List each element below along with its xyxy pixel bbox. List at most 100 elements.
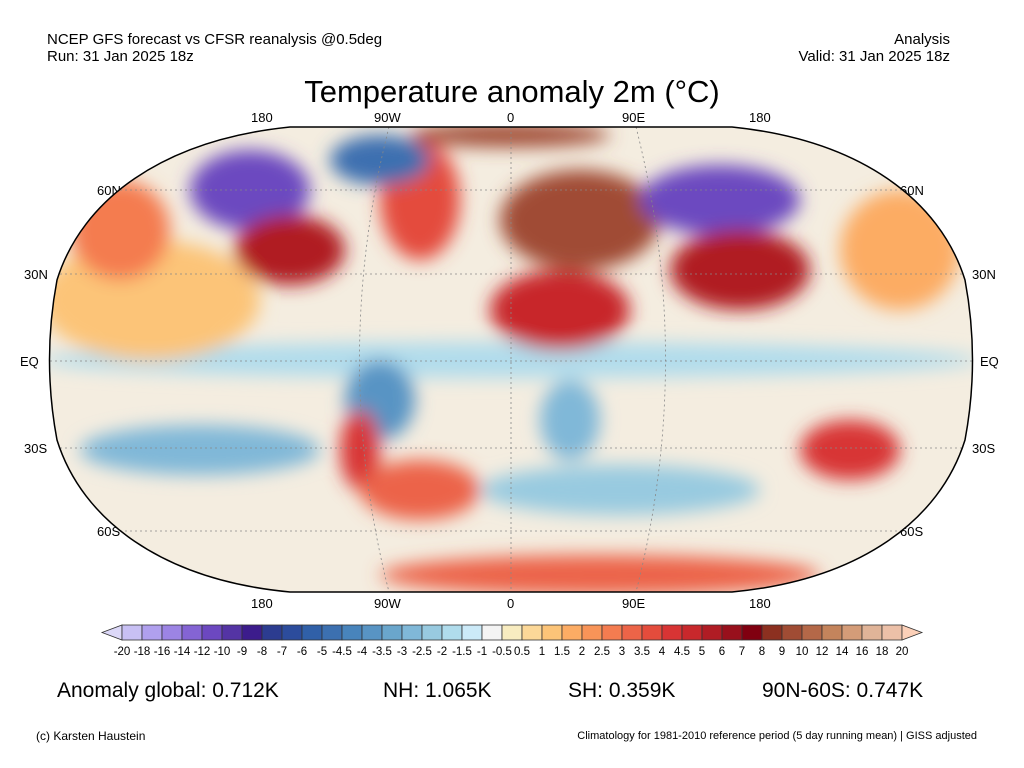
colorbar-tick-label: 10 — [795, 646, 809, 658]
colorbar-tick-label: -3 — [396, 646, 408, 658]
colorbar-tick-label: 2.5 — [594, 646, 610, 658]
colorbar-swatch — [461, 624, 483, 641]
colorbar-swatch — [121, 624, 143, 641]
colorbar-swatch — [781, 624, 803, 641]
lon-label-bottom: 180 — [251, 596, 273, 611]
lat-label-left: 30S — [24, 441, 48, 456]
colorbar-swatch — [761, 624, 783, 641]
colorbar-tick-label: -4.5 — [332, 646, 352, 658]
colorbar-tick-label: -3.5 — [372, 646, 392, 658]
colorbar-swatch — [441, 624, 463, 641]
colorbar-tick-label: -20 — [113, 646, 131, 658]
colorbar-swatch — [401, 624, 423, 641]
colorbar-tick-label: -9 — [236, 646, 248, 658]
colorbar-swatch — [601, 624, 623, 641]
lon-label-bottom: 0 — [507, 596, 515, 611]
colorbar-tick-label: -18 — [133, 646, 151, 658]
header-model: NCEP GFS forecast vs CFSR reanalysis @0.… — [47, 31, 383, 48]
lon-label-bottom: 180 — [749, 596, 771, 611]
colorbar-swatch — [521, 624, 543, 641]
lat-label-right: EQ — [980, 354, 999, 369]
colorbar-over-triangle — [901, 624, 924, 641]
colorbar-tick-label: 4 — [658, 646, 666, 658]
stat-nh: NH: 1.065K — [383, 679, 492, 702]
colorbar-swatch — [641, 624, 663, 641]
colorbar-tick-label: 9 — [778, 646, 786, 658]
colorbar-tick-label: 6 — [718, 646, 726, 658]
colorbar-tick-label: 3.5 — [634, 646, 650, 658]
colorbar-tick-label: -1 — [476, 646, 488, 658]
colorbar-swatch — [381, 624, 403, 641]
colorbar-swatch — [301, 624, 323, 641]
colorbar-tick-label: 14 — [835, 646, 849, 658]
colorbar-swatch — [481, 624, 503, 641]
colorbar-tick-label: -16 — [153, 646, 171, 658]
lat-label-left: 60S — [97, 524, 121, 539]
colorbar-tick-label: -12 — [193, 646, 211, 658]
colorbar-swatch — [541, 624, 563, 641]
colorbar-swatch — [281, 624, 303, 641]
colorbar-tick-label: -10 — [213, 646, 231, 658]
colorbar-swatch — [821, 624, 843, 641]
colorbar-swatch — [361, 624, 383, 641]
lon-label-top: 90W — [374, 110, 401, 125]
colorbar-tick-label: 8 — [758, 646, 766, 658]
stat-sh: SH: 0.359K — [568, 679, 676, 702]
header-run: Run: 31 Jan 2025 18z — [47, 48, 194, 65]
colorbar-swatch — [241, 624, 263, 641]
colorbar-tick-label: -5 — [316, 646, 328, 658]
colorbar-under-triangle — [100, 624, 123, 641]
lat-label-right: 30N — [972, 267, 996, 282]
colorbar-tick-label: 18 — [875, 646, 889, 658]
colorbar-tick-label: 3 — [618, 646, 626, 658]
anomaly-field — [49, 127, 973, 592]
colorbar-swatch — [221, 624, 243, 641]
colorbar-tick-label: -4 — [356, 646, 368, 658]
colorbar-swatch — [741, 624, 763, 641]
colorbar-swatch — [721, 624, 743, 641]
graticule — [49, 127, 973, 592]
stat-global: Anomaly global: 0.712K — [57, 679, 279, 702]
lon-label-bottom: 90E — [622, 596, 646, 611]
colorbar-swatch — [261, 624, 283, 641]
colorbar-swatch — [321, 624, 343, 641]
colorbar-swatch — [201, 624, 223, 641]
colorbar-swatch — [581, 624, 603, 641]
colorbar-tick-label: 16 — [855, 646, 869, 658]
colorbar-tick-label: 7 — [738, 646, 746, 658]
map-title: Temperature anomaly 2m (°C) — [304, 74, 720, 109]
lon-label-top: 0 — [507, 110, 515, 125]
colorbar-swatch — [161, 624, 183, 641]
colorbar-tick-label: -2 — [436, 646, 448, 658]
lat-label-left: EQ — [20, 354, 39, 369]
colorbar-tick-label: 1 — [538, 646, 546, 658]
colorbar-tick-label: -7 — [276, 646, 288, 658]
header-valid: Valid: 31 Jan 2025 18z — [798, 48, 950, 65]
colorbar-swatch — [861, 624, 883, 641]
colorbar-swatch — [421, 624, 443, 641]
colorbar-swatch — [881, 624, 903, 641]
colorbar-tick-label: 2 — [578, 646, 586, 658]
lon-label-top: 180 — [251, 110, 273, 125]
colorbar-swatch — [501, 624, 523, 641]
climatology-note: Climatology for 1981-2010 reference peri… — [577, 730, 977, 742]
colorbar-swatch — [141, 624, 163, 641]
colorbar-swatch — [701, 624, 723, 641]
colorbar-tick-label: -8 — [256, 646, 268, 658]
lat-label-left: 30N — [24, 267, 48, 282]
colorbar-swatch — [681, 624, 703, 641]
colorbar-tick-label: -14 — [173, 646, 191, 658]
colorbar-swatch — [561, 624, 583, 641]
colorbar-tick-label: 20 — [895, 646, 909, 658]
colorbar-swatch — [801, 624, 823, 641]
colorbar-swatch — [181, 624, 203, 641]
colorbar-tick-label: -2.5 — [412, 646, 432, 658]
colorbar-tick-label: 0.5 — [514, 646, 530, 658]
colorbar-tick-label: 5 — [698, 646, 706, 658]
lon-label-top: 180 — [749, 110, 771, 125]
stat-90n-60s: 90N-60S: 0.747K — [762, 679, 924, 702]
map-border — [48, 126, 974, 593]
colorbar-swatch — [841, 624, 863, 641]
